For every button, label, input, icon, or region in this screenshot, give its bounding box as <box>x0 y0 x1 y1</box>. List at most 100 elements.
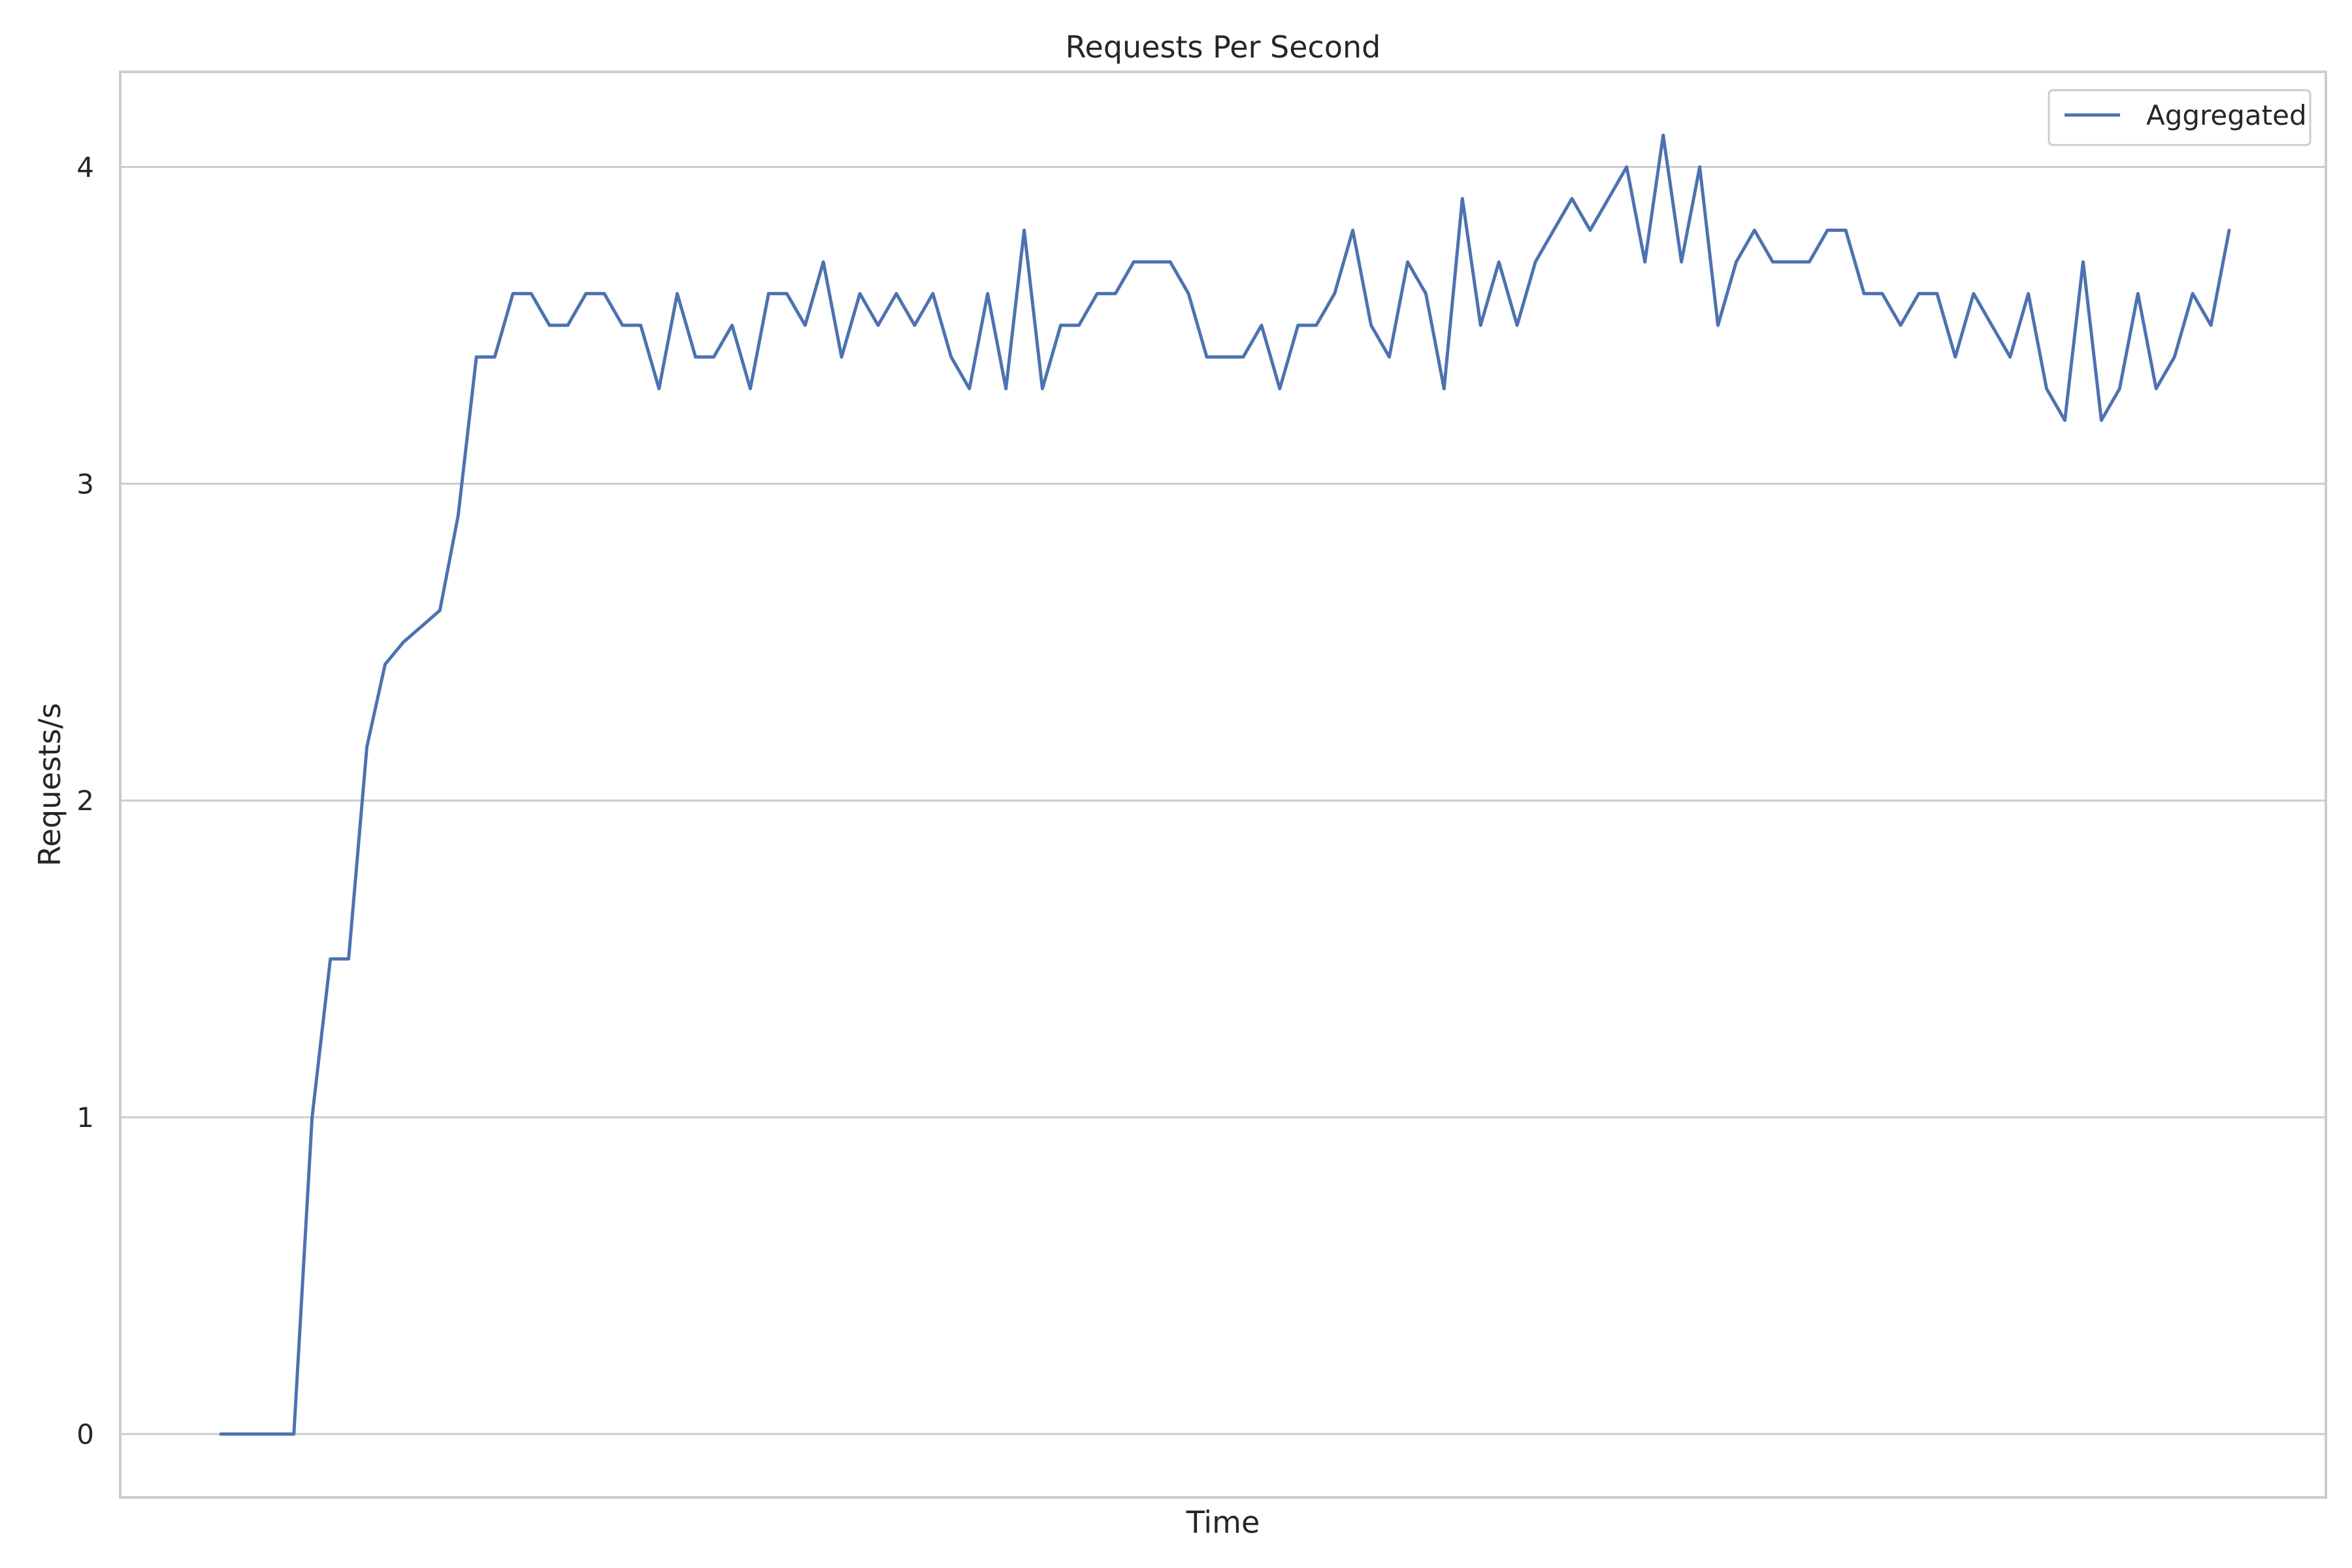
data-point-110 <box>2228 229 2230 232</box>
data-point-14 <box>475 355 478 359</box>
data-point-67 <box>1443 387 1446 390</box>
data-point-74 <box>1571 197 1573 200</box>
data-point-78 <box>1643 260 1646 263</box>
data-point-8 <box>365 745 368 748</box>
data-point-54 <box>1205 355 1209 359</box>
data-point-109 <box>2210 323 2213 327</box>
data-point-76 <box>1607 197 1610 200</box>
data-point-77 <box>1625 165 1628 169</box>
data-point-21 <box>602 292 606 295</box>
data-point-52 <box>1169 260 1172 263</box>
data-point-29 <box>749 387 752 390</box>
data-point-84 <box>1753 229 1756 232</box>
data-point-19 <box>566 323 569 327</box>
grid-lines <box>120 165 2326 1435</box>
data-point-36 <box>877 323 879 327</box>
data-point-12 <box>438 609 442 612</box>
data-point-26 <box>694 355 697 359</box>
data-point-93 <box>1917 292 1920 295</box>
data-point-37 <box>895 292 898 295</box>
data-point-101 <box>2063 419 2066 422</box>
data-point-100 <box>2045 387 2048 390</box>
data-point-20 <box>584 292 587 295</box>
data-point-42 <box>986 292 989 295</box>
data-point-5 <box>310 1116 314 1119</box>
y-tick-label-0: 0 <box>76 1418 94 1450</box>
data-point-43 <box>1004 387 1007 390</box>
data-point-65 <box>1406 260 1409 263</box>
data-point-71 <box>1516 323 1519 327</box>
data-point-89 <box>1844 229 1848 232</box>
y-tick-label-1: 1 <box>76 1102 94 1134</box>
data-point-97 <box>1990 323 1993 327</box>
data-point-80 <box>1680 260 1683 263</box>
data-point-17 <box>530 292 533 295</box>
y-tick-label-3: 3 <box>76 468 94 500</box>
data-point-35 <box>858 292 862 295</box>
data-point-96 <box>1972 292 1975 295</box>
data-point-68 <box>1461 197 1464 200</box>
y-tick-label-2: 2 <box>76 785 94 817</box>
data-point-95 <box>1953 355 1957 359</box>
data-point-103 <box>2100 419 2103 422</box>
data-point-28 <box>730 323 734 327</box>
legend-label-aggregated: Aggregated <box>2146 99 2307 131</box>
data-point-16 <box>512 292 515 295</box>
data-point-98 <box>2008 355 2012 359</box>
data-point-9 <box>384 662 387 666</box>
data-point-0 <box>220 1433 222 1435</box>
data-point-44 <box>1022 229 1026 232</box>
data-point-18 <box>548 323 551 327</box>
data-point-72 <box>1534 260 1537 263</box>
data-point-87 <box>1808 260 1811 263</box>
data-point-3 <box>274 1433 277 1435</box>
chart-title: Requests Per Second <box>1066 29 1381 65</box>
data-point-39 <box>931 292 934 295</box>
data-point-22 <box>621 323 624 327</box>
data-point-7 <box>347 957 350 960</box>
data-point-2 <box>255 1433 259 1435</box>
data-point-24 <box>657 387 661 390</box>
data-point-51 <box>1151 260 1154 263</box>
data-point-63 <box>1369 323 1373 327</box>
data-point-11 <box>420 625 423 628</box>
data-point-48 <box>1096 292 1099 295</box>
data-point-91 <box>1881 292 1884 295</box>
data-point-70 <box>1497 260 1501 263</box>
data-point-92 <box>1899 323 1902 327</box>
data-point-108 <box>2191 292 2195 295</box>
y-axis-label: Requests/s <box>32 703 67 866</box>
data-point-62 <box>1351 229 1354 232</box>
data-point-64 <box>1388 355 1391 359</box>
data-point-79 <box>1661 134 1665 137</box>
data-point-66 <box>1424 292 1428 295</box>
data-point-107 <box>2173 355 2176 359</box>
data-point-60 <box>1315 323 1318 327</box>
data-point-40 <box>949 355 953 359</box>
data-point-86 <box>1789 260 1793 263</box>
data-point-59 <box>1296 323 1299 327</box>
data-point-56 <box>1241 355 1245 359</box>
data-point-38 <box>913 323 916 327</box>
data-point-105 <box>2136 292 2140 295</box>
data-point-27 <box>712 355 715 359</box>
data-point-106 <box>2155 387 2158 390</box>
data-point-55 <box>1224 355 1226 359</box>
data-point-82 <box>1716 323 1720 327</box>
data-point-57 <box>1260 323 1263 327</box>
y-tick-labels: 0 1 2 3 4 <box>76 151 94 1450</box>
data-point-15 <box>493 355 497 359</box>
data-point-61 <box>1333 292 1336 295</box>
series-points <box>220 134 2230 1435</box>
data-point-53 <box>1187 292 1190 295</box>
data-point-49 <box>1114 292 1117 295</box>
data-point-30 <box>767 292 770 295</box>
plot-frame <box>119 71 2327 1499</box>
data-point-45 <box>1041 387 1044 390</box>
data-point-31 <box>785 292 789 295</box>
data-point-85 <box>1771 260 1774 263</box>
data-point-10 <box>402 640 405 644</box>
data-point-47 <box>1077 323 1081 327</box>
data-point-88 <box>1826 229 1829 232</box>
